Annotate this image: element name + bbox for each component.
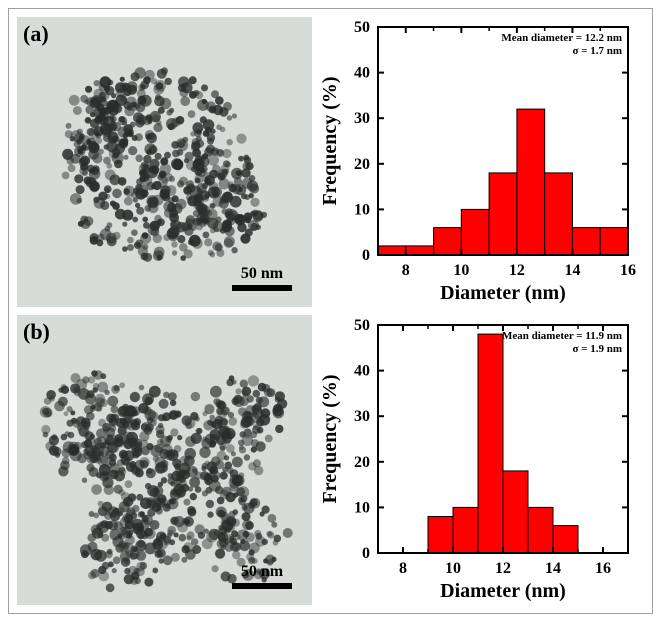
svg-text:14: 14 (545, 560, 561, 577)
svg-text:10: 10 (453, 262, 469, 279)
svg-text:50: 50 (354, 19, 370, 36)
histogram-b: 0 10 20 30 40 50 8 10 12 14 16 Diameter (nm) Frequen… (320, 315, 640, 605)
svg-text:Frequency (%): Frequency (%) (320, 76, 341, 205)
svg-text:Diameter (nm): Diameter (nm) (440, 282, 566, 304)
svg-text:10: 10 (354, 201, 370, 218)
histogram-a: 0 10 20 30 40 50 8 10 12 14 16 Diameter (nm) Frequen… (320, 17, 640, 307)
panel-row-a: (a) 50 nm 0 10 20 30 40 50 8 10 12 14 16 Diameter (… (17, 17, 644, 307)
svg-text:40: 40 (354, 65, 370, 82)
scalebar-label-a: 50 nm (241, 265, 283, 283)
svg-text:14: 14 (564, 262, 580, 279)
svg-text:σ = 1.7 nm: σ = 1.7 nm (572, 45, 622, 57)
svg-text:16: 16 (620, 262, 636, 279)
svg-text:40: 40 (354, 363, 370, 380)
svg-text:0: 0 (362, 247, 370, 264)
panel-label-b: (b) (23, 319, 50, 345)
svg-text:10: 10 (354, 499, 370, 516)
tem-image-b: (b) 50 nm (17, 315, 312, 605)
svg-text:8: 8 (399, 560, 407, 577)
svg-text:σ = 1.9 nm: σ = 1.9 nm (572, 343, 622, 355)
tem-image-a: (a) 50 nm (17, 17, 312, 307)
panel-label-a: (a) (23, 21, 49, 47)
svg-text:12: 12 (509, 262, 525, 279)
svg-text:30: 30 (354, 408, 370, 425)
scalebar-line-b (232, 583, 292, 589)
figure-container: (a) 50 nm 0 10 20 30 40 50 8 10 12 14 16 Diameter (… (8, 8, 653, 614)
svg-text:Mean diameter = 12.2 nm: Mean diameter = 12.2 nm (501, 32, 622, 44)
svg-text:50: 50 (354, 317, 370, 334)
scalebar-label-b: 50 nm (241, 563, 283, 581)
svg-text:Frequency (%): Frequency (%) (320, 374, 341, 503)
scalebar-a: 50 nm (232, 265, 292, 291)
svg-text:Diameter (nm): Diameter (nm) (440, 580, 566, 602)
scalebar-line-a (232, 285, 292, 291)
panel-row-b: (b) 50 nm 0 10 20 30 40 50 8 10 12 14 16 Diameter (… (17, 315, 644, 605)
svg-text:10: 10 (445, 560, 461, 577)
scalebar-b: 50 nm (232, 563, 292, 589)
svg-text:20: 20 (354, 156, 370, 173)
svg-text:8: 8 (402, 262, 410, 279)
svg-text:Mean diameter = 11.9 nm: Mean diameter = 11.9 nm (502, 330, 622, 342)
svg-text:16: 16 (595, 560, 611, 577)
svg-text:0: 0 (362, 545, 370, 562)
svg-text:12: 12 (495, 560, 511, 577)
svg-text:20: 20 (354, 454, 370, 471)
svg-text:30: 30 (354, 110, 370, 127)
